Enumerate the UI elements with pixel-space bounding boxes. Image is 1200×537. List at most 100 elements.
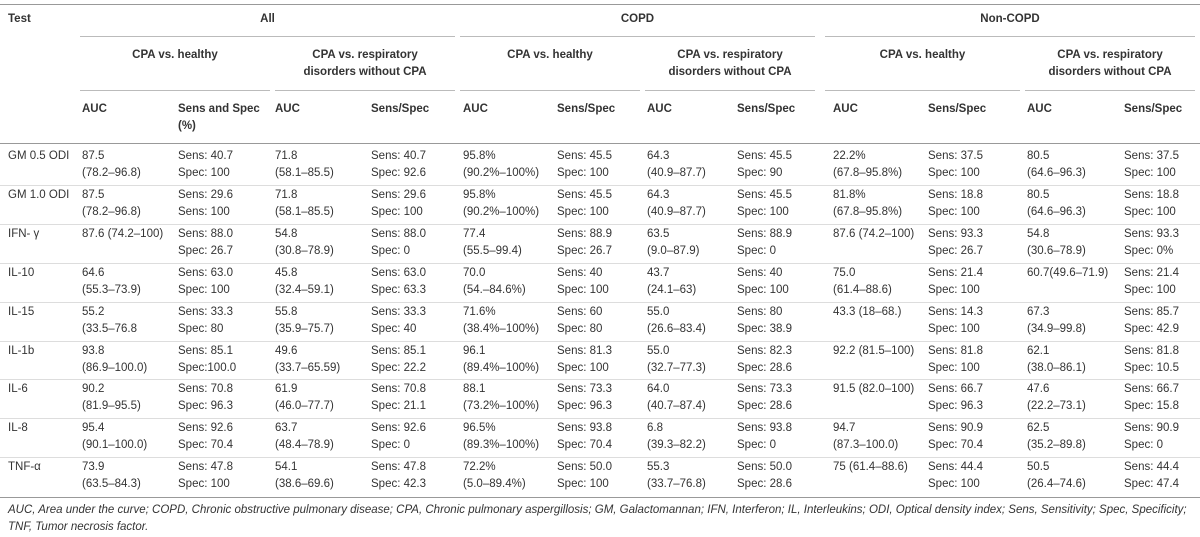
cell-text: Sens: 44.4	[928, 461, 983, 474]
cell-text: 54.8	[275, 227, 298, 240]
column-header: Sens/Spec	[928, 103, 987, 115]
cell-text: Spec: 100	[371, 205, 423, 218]
cell-text: Sens: 45.5	[557, 188, 612, 201]
rule	[0, 497, 1200, 499]
cell-text: Sens: 60	[557, 305, 603, 318]
cell-text: 96.5%	[463, 422, 496, 435]
cell-text: (30.8–78.9)	[275, 244, 334, 257]
cell-text: Sens: 40.7	[178, 150, 233, 162]
cell-text: Sens: 47.8	[178, 461, 233, 474]
cell-text: 80.5	[1027, 188, 1050, 201]
cell-text: 47.6	[1027, 383, 1050, 396]
cell-text: (38.0–86.1)	[1027, 361, 1086, 374]
column-header: AUC	[647, 103, 672, 115]
cell-text: (32.4–59.1)	[275, 283, 334, 296]
cell-text: 94.7	[833, 422, 856, 435]
cell-text: Spec: 10.5	[1124, 361, 1179, 374]
subgroup-header: CPA vs. healthy	[132, 49, 218, 61]
cell-text: (5.0–89.4%)	[463, 478, 526, 491]
cell-text: (55.3–73.9)	[82, 283, 141, 296]
cell-text: Sens: 90.9	[1124, 422, 1179, 435]
cell-text: 71.8	[275, 188, 298, 201]
cell-text: Sens: 93.8	[737, 422, 792, 435]
cell-text: Sens: 93.3	[1124, 227, 1179, 240]
cell-text: 75 (61.4–88.6)	[833, 461, 908, 474]
rule	[80, 36, 455, 37]
column-header: AUC	[833, 103, 858, 115]
cell-text: Spec: 100	[928, 167, 980, 179]
cell-text: Spec: 38.9	[737, 322, 792, 335]
cell-text: (89.3%–100%)	[463, 439, 540, 452]
cell-text: 73.9	[82, 461, 105, 474]
rule	[0, 143, 1200, 144]
group-header: All	[260, 13, 275, 25]
cell-text: (61.4–88.6)	[833, 283, 892, 296]
cell-text: Sens: 100	[178, 205, 230, 218]
cell-text: Spec: 80	[178, 322, 224, 335]
cell-text: (30.6–78.9)	[1027, 244, 1086, 257]
cell-text: 64.3	[647, 188, 670, 201]
cell-text: 77.4	[463, 227, 486, 240]
cell-text: Spec: 28.6	[737, 478, 792, 491]
cell-text: Sens: 85.1	[178, 344, 233, 357]
cell-text: 6.8	[647, 422, 663, 435]
cell-text: (35.2–89.8)	[1027, 439, 1086, 452]
cell-text: Sens: 81.8	[1124, 344, 1179, 357]
cell-text: Sens: 63.0	[178, 266, 233, 279]
cell-text: 96.1	[463, 344, 486, 357]
cell-text: (87.3–100.0)	[833, 439, 899, 452]
cell-text: Sens: 66.7	[928, 383, 983, 396]
cell-text: Sens: 66.7	[1124, 383, 1179, 396]
cell-text: (39.3–82.2)	[647, 439, 706, 452]
cell-text: Sens: 21.4	[928, 266, 983, 279]
rule	[460, 90, 640, 91]
cell-text: Spec: 96.3	[178, 400, 233, 413]
cell-text: 64.0	[647, 383, 670, 396]
cell-text: Sens: 33.3	[178, 305, 233, 318]
row-test: IL-8	[8, 422, 28, 435]
cell-text: Spec: 26.7	[557, 244, 612, 257]
cell-text: Sens: 47.8	[371, 461, 426, 474]
cell-text: Sens: 63.0	[371, 266, 426, 279]
cell-text: (48.4–78.9)	[275, 439, 334, 452]
cell-text: (26.4–74.6)	[1027, 478, 1086, 491]
cell-text: 55.0	[647, 305, 670, 318]
cell-text: Sens: 81.3	[557, 344, 612, 357]
cell-text: Spec: 90	[737, 167, 783, 179]
cell-text: Spec: 96.3	[928, 400, 983, 413]
column-header: Sens/Spec	[371, 103, 430, 115]
subgroup-header: CPA vs. respiratory disorders without CP…	[668, 49, 792, 78]
cell-text: Sens: 21.4	[1124, 266, 1179, 279]
cell-text: (35.9–75.7)	[275, 322, 334, 335]
cell-text: Sens: 37.5	[1124, 150, 1179, 162]
rule	[0, 223, 1200, 225]
cell-text: 72.2%	[463, 461, 496, 474]
cell-text: 43.3 (18–68.)	[833, 305, 902, 318]
cell-text: (78.2–96.8)	[82, 205, 141, 218]
cell-text: Sens: 92.6	[178, 422, 233, 435]
cell-text: (90.2%–100%)	[463, 167, 540, 179]
cell-text: 64.6	[82, 266, 105, 279]
cell-text: Spec: 0	[737, 244, 776, 257]
column-header: Sens/Spec	[1124, 103, 1183, 115]
subgroup-header: CPA vs. healthy	[879, 49, 966, 61]
cell-text: 61.9	[275, 383, 298, 396]
cell-text: 95.4	[82, 422, 105, 435]
cell-text: (54.–84.6%)	[463, 283, 526, 296]
rule	[1025, 90, 1195, 91]
rule	[80, 90, 270, 91]
cell-text: 88.1	[463, 383, 486, 396]
cell-text: (40.7–87.4)	[647, 400, 706, 413]
cell-text: Sens: 29.6	[178, 188, 233, 201]
cell-text: Spec: 21.1	[371, 400, 426, 413]
cell-text: (38.4%–100%)	[463, 322, 540, 335]
rule	[0, 262, 1200, 264]
cell-text: 22.2%	[833, 150, 866, 162]
cell-text: Spec: 28.6	[737, 400, 792, 413]
column-header: AUC	[1027, 103, 1052, 115]
cell-text: 71.6%	[463, 305, 496, 318]
rule	[825, 36, 1195, 37]
cell-text: Spec: 0	[371, 439, 410, 452]
cell-text: (32.7–77.3)	[647, 361, 706, 374]
